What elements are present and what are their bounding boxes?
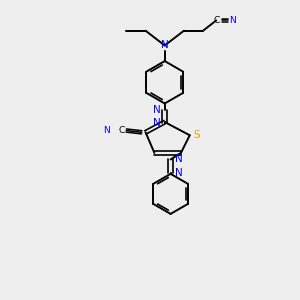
Text: N: N [161,40,169,50]
Text: C: C [213,16,219,25]
Text: N: N [103,126,110,135]
Text: S: S [193,130,200,140]
Text: N: N [175,168,183,178]
Text: N: N [175,154,183,164]
Text: C: C [118,126,124,135]
Text: N: N [153,105,160,115]
Text: N: N [229,16,236,25]
Text: N: N [153,118,160,128]
